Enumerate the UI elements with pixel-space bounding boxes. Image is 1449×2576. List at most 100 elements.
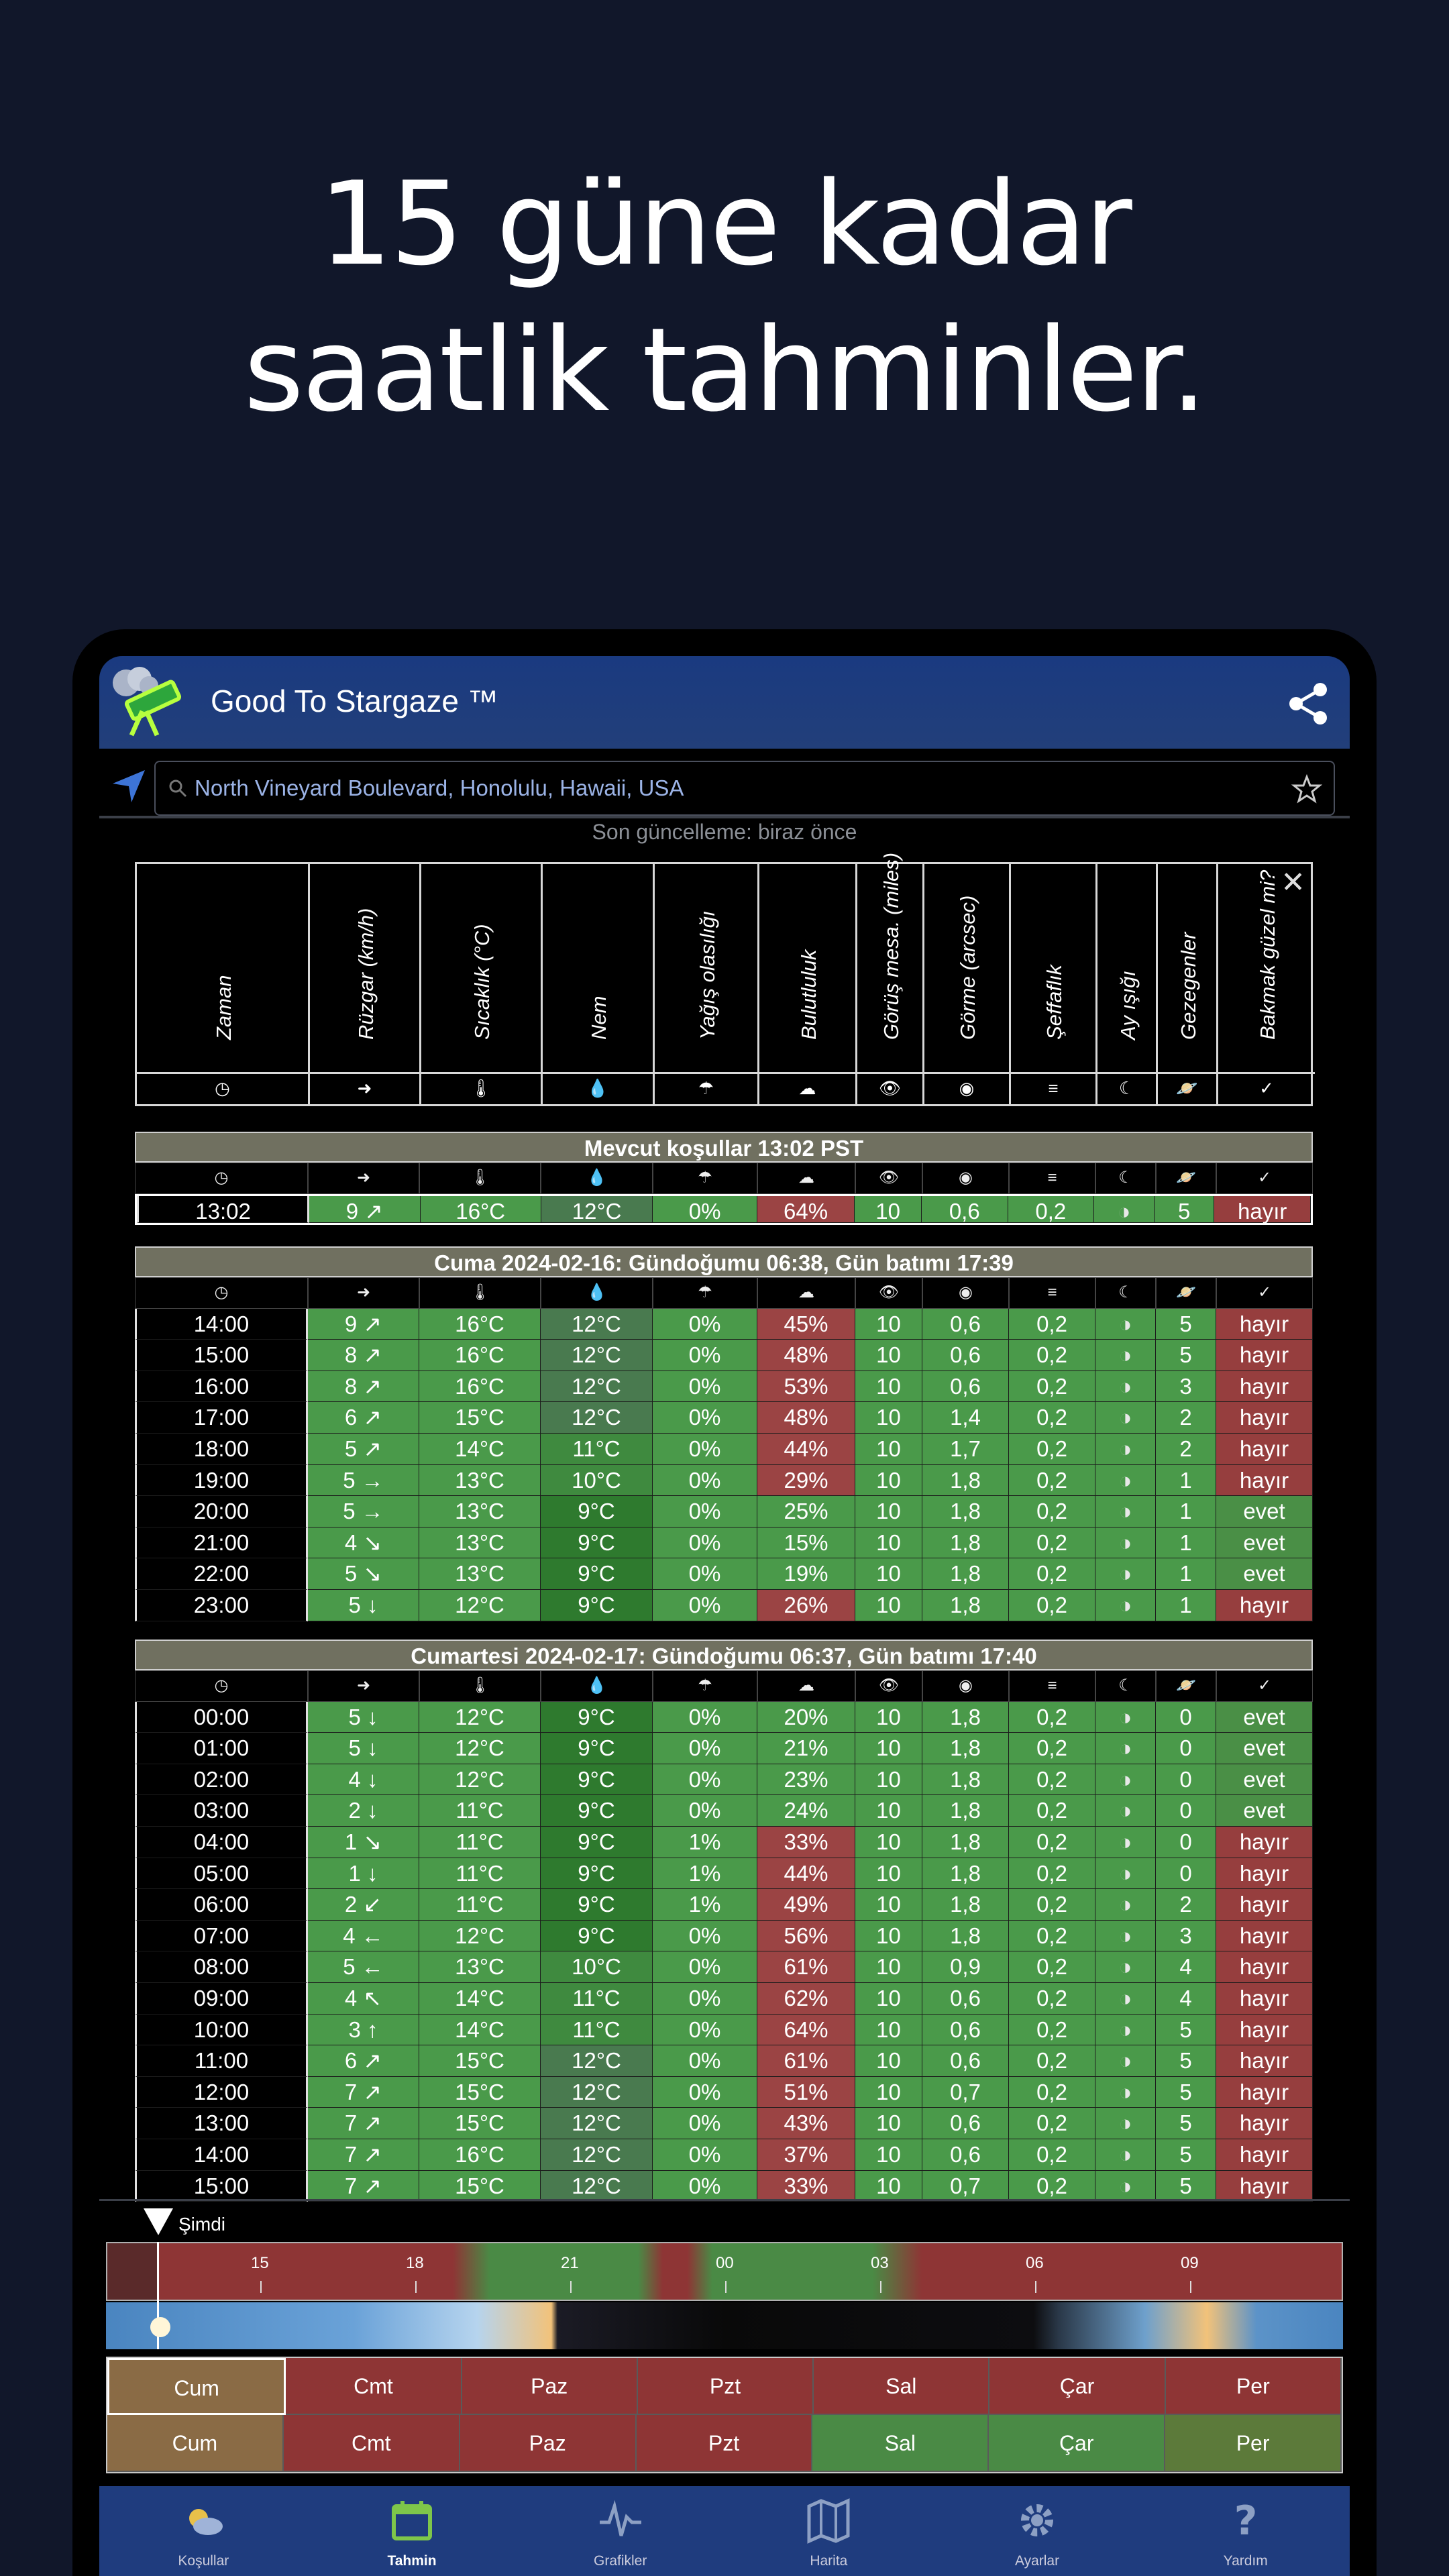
cell-time: 17:00 [135, 1402, 308, 1434]
cell-humidity: 11°C [541, 1433, 653, 1465]
day-button[interactable]: Paz [460, 2415, 637, 2472]
header-label-precipitation: Yağış olasılığı [695, 910, 719, 1040]
cell-time: 05:00 [135, 1858, 308, 1890]
share-icon[interactable] [1287, 682, 1330, 726]
cell-transparency: 0,2 [1009, 2170, 1095, 2202]
cell-visibility: 10 [855, 1402, 922, 1434]
cell-visibility: 10 [855, 1701, 922, 1733]
cell-cloud-cover: 64% [757, 1195, 855, 1224]
lines-icon: ≡ [1009, 1163, 1095, 1194]
planet-icon: 🪐 [1156, 1277, 1216, 1309]
search-row: North Vineyard Boulevard, Honolulu, Hawa… [99, 749, 1350, 816]
nav-item-gear[interactable]: Ayarlar [933, 2486, 1142, 2576]
table-row: 15:00 8 ↗ 16°C 12°C 0% 48% 10 0,6 0,2 ◑ 5 hayır [135, 1340, 1313, 1371]
table-row: 11:00 6 ↗ 15°C 12°C 0% 61% 10 0,6 0,2 ◑ 5 hayır [135, 2045, 1313, 2077]
nav-item-help[interactable]: ? Yardım [1141, 2486, 1350, 2576]
cell-moonlight: ◑ [1095, 1464, 1156, 1497]
check-icon: ✓ [1216, 1277, 1313, 1309]
cell-humidity: 9°C [541, 1889, 653, 1921]
cell-seeing: 1,8 [922, 1558, 1009, 1590]
cell-moonlight: ◑ [1095, 2076, 1156, 2108]
cell-precipitation: 1% [653, 1889, 757, 1921]
cell-planets: 5 [1156, 2076, 1216, 2108]
icon-row: ◷ ➜ 🌡 💧 ☂ ☁ 👁 ◉ ≡ ☾ 🪐 ✓ [135, 1277, 1313, 1309]
timeline-hour-label: 09 [1181, 2254, 1199, 2272]
timeline-tick [260, 2281, 262, 2293]
cell-cloud-cover: 61% [757, 1951, 855, 1983]
lines-icon: ≡ [1009, 1670, 1095, 1702]
cell-visibility: 10 [855, 1982, 922, 2015]
table-row: 19:00 5 → 13°C 10°C 0% 29% 10 1,8 0,2 ◑ 1 hayır [135, 1464, 1313, 1497]
moon-icon: ☾ [1095, 1163, 1156, 1194]
cell-planets: 5 [1156, 1308, 1216, 1340]
cell-planets: 0 [1156, 1701, 1216, 1733]
header-label-wind: Rüzgar (km/h) [354, 908, 378, 1040]
cell-time: 20:00 [135, 1496, 308, 1527]
cell-cloud-cover: 33% [757, 2170, 855, 2202]
cell-moonlight: ◑ [1095, 1764, 1156, 1796]
day-button[interactable]: Sal [814, 2358, 990, 2415]
cell-good-to-view: hayır [1216, 2139, 1313, 2171]
cell-transparency: 0,2 [1009, 2014, 1095, 2046]
cell-cloud-cover: 20% [757, 1701, 855, 1733]
svg-text:?: ? [1234, 2498, 1257, 2544]
check-icon: ✓ [1218, 1072, 1315, 1102]
cell-cloud-cover: 49% [757, 1889, 855, 1921]
location-arrow-icon[interactable] [110, 767, 148, 805]
cell-cloud-cover: 23% [757, 1764, 855, 1796]
gear-icon [1021, 2504, 1054, 2536]
cell-planets: 5 [1156, 2014, 1216, 2046]
cell-planets: 4 [1156, 1982, 1216, 2015]
cell-good-to-view: evet [1216, 1558, 1313, 1590]
day-button[interactable]: Pzt [636, 2415, 813, 2472]
cell-humidity: 12°C [541, 2108, 653, 2139]
moon-icon: ☾ [1097, 1072, 1156, 1102]
cell-temperature: 15°C [419, 2076, 541, 2108]
cell-time: 14:00 [135, 2139, 308, 2171]
cell-transparency: 0,2 [1008, 1195, 1095, 1224]
nav-item-calendar[interactable]: Tahmin [308, 2486, 517, 2576]
day-button[interactable]: Pzt [637, 2358, 814, 2415]
current-conditions-section: Mevcut koşullar 13:02 PST ◷ ➜ 🌡 💧 ☂ ☁ 👁 ◉ ≡ ☾ 🪐 ✓ 13:… [135, 1132, 1313, 1226]
cell-cloud-cover: 61% [757, 2045, 855, 2077]
day-button[interactable]: Cmt [286, 2358, 462, 2415]
nav-item-map[interactable]: Harita [724, 2486, 933, 2576]
close-icon[interactable]: ✕ [1281, 866, 1305, 899]
timeline-hour-label: 15 [251, 2254, 269, 2272]
cell-seeing: 1,8 [922, 1764, 1009, 1796]
cell-temperature: 11°C [419, 1889, 541, 1921]
day-button[interactable]: Çar [989, 2358, 1166, 2415]
table-row: 02:00 4 ↓ 12°C 9°C 0% 23% 10 1,8 0,2 ◑ 0 evet [135, 1764, 1313, 1796]
nav-item-weather[interactable]: Koşullar [99, 2486, 308, 2576]
day-button[interactable]: Sal [812, 2415, 989, 2472]
day-button[interactable]: Per [1165, 2358, 1342, 2415]
cell-seeing: 0,6 [922, 1340, 1009, 1371]
cell-planets: 2 [1156, 1402, 1216, 1434]
cell-humidity: 12°C [541, 1195, 653, 1224]
cell-time: 15:00 [135, 1340, 308, 1371]
search-query: North Vineyard Boulevard, Honolulu, Hawa… [195, 775, 684, 800]
cell-visibility: 10 [855, 2014, 922, 2046]
timeline-conditions-bar[interactable] [106, 2242, 1343, 2301]
header-col-transparency: Şeffaflık ≡ [1011, 864, 1097, 1104]
nav-item-chart[interactable]: Grafikler [516, 2486, 724, 2576]
cell-seeing: 1,8 [922, 1889, 1009, 1921]
day-button[interactable]: Çar [989, 2415, 1166, 2472]
cell-transparency: 0,2 [1009, 1858, 1095, 1890]
cell-time: 00:00 [135, 1701, 308, 1733]
cell-visibility: 10 [855, 1195, 922, 1224]
cell-precipitation: 0% [653, 1982, 757, 2015]
day-button[interactable]: Per [1165, 2415, 1342, 2472]
cell-good-to-view: hayır [1216, 2108, 1313, 2139]
day-button[interactable]: Cum [107, 2358, 286, 2415]
cell-good-to-view: hayır [1216, 1433, 1313, 1465]
day-button[interactable]: Cmt [283, 2415, 460, 2472]
favorite-star-icon[interactable] [1291, 773, 1323, 805]
cell-humidity: 12°C [541, 1308, 653, 1340]
day-button[interactable]: Paz [462, 2358, 638, 2415]
cell-temperature: 12°C [419, 1733, 541, 1764]
wind-icon: ➜ [308, 1670, 419, 1702]
search-input[interactable]: North Vineyard Boulevard, Honolulu, Hawa… [154, 761, 1335, 816]
day-button[interactable]: Cum [107, 2415, 284, 2472]
app-screen: Good To Stargaze ™ North Vineyard Boulev… [99, 656, 1350, 2576]
